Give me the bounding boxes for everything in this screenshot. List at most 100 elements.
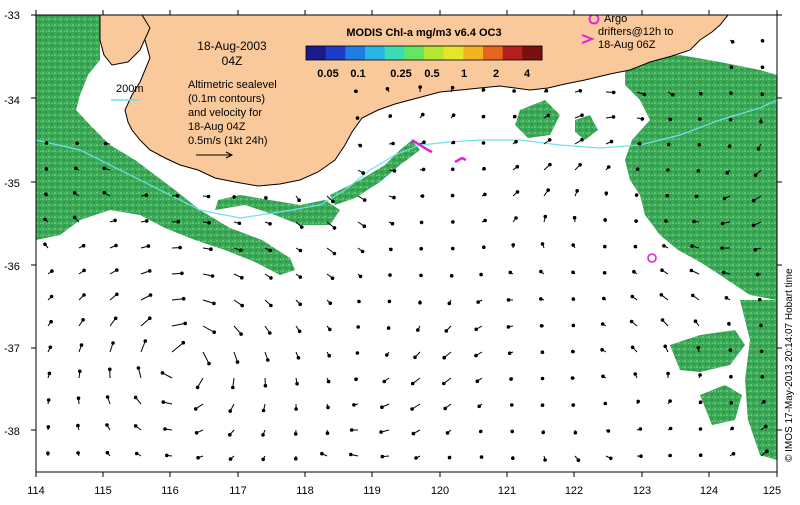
velocity-arrow-head [80,343,84,347]
velocity-arrow-head [238,222,242,226]
velocity-arrow-head [73,191,77,195]
velocity-arrow-head [381,455,385,459]
colorbar-title: MODIS Chl-a mg/m3 v6.4 OC3 [346,27,501,39]
velocity-arrow-head [548,138,552,142]
velocity-arrow-head [76,451,80,455]
velocity-arrow-head [421,194,425,198]
drifter-legend-line-3: 18-Aug 06Z [598,39,656,51]
velocity-arrow-head [46,451,50,455]
drifter-legend-line-2: drifters@12h to [598,26,673,38]
velocity-arrow-head [299,275,303,279]
velocity-arrow-head [483,193,487,197]
velocity-arrow-head [326,431,330,435]
velocity-arrow-head [699,427,703,431]
colorbar-tick: 0.1 [350,68,365,80]
velocity-arrow-head [476,300,480,304]
velocity-arrow-head [329,301,333,305]
velocity-arrow-head [697,143,701,147]
velocity-arrow-head [299,249,303,253]
velocity-arrow-head [114,244,118,248]
velocity-arrow-head [262,409,266,413]
velocity-arrow-head [134,396,138,400]
altimetry-line-5: 0.5m/s (1kt 24h) [188,135,267,147]
velocity-arrow-head [631,295,635,299]
velocity-arrow-head [765,449,769,453]
velocity-arrow-head [320,452,324,456]
velocity-arrow-head [699,92,703,96]
velocity-arrow-head [392,196,396,200]
velocity-arrow-head [47,425,51,429]
velocity-arrow-head [212,302,216,306]
velocity-arrow-head [671,93,675,97]
velocity-arrow-head [389,114,393,118]
velocity-arrow-head [82,269,86,273]
velocity-arrow-head [668,454,672,458]
velocity-arrow-head [728,145,732,149]
velocity-arrow-head [412,432,416,436]
velocity-arrow-head [476,379,480,383]
colorbar-swatch [503,46,523,60]
x-tick-label: 114 [27,485,45,497]
velocity-arrow-head [580,138,584,142]
velocity-arrow-head [356,351,360,355]
velocity-arrow-head [510,403,514,407]
velocity-arrow-head [612,91,616,95]
velocity-arrow-head [135,452,139,456]
velocity-arrow-head [442,382,446,386]
altimetry-line-1: Altimetric sealevel [188,79,277,91]
velocity-arrow-head [331,200,335,204]
colorbar-swatch [385,46,405,60]
velocity-arrow-head [633,372,637,376]
velocity-arrow-head [638,142,642,146]
contour-legend-label: 200m [116,83,144,95]
velocity-arrow-head [144,339,148,343]
velocity-arrow-head [50,269,54,273]
velocity-arrow-head [699,400,703,404]
velocity-arrow-head [421,113,425,117]
velocity-arrow-head [641,117,645,121]
velocity-arrow-head [756,273,760,277]
velocity-arrow-head [451,168,455,172]
colorbar-swatch [404,46,424,60]
time-label: 04Z [222,54,243,68]
velocity-arrow-head [541,431,545,435]
velocity-arrow-head [513,115,517,119]
velocity-arrow-head [630,320,634,324]
velocity-arrow-head [106,451,110,455]
velocity-arrow-head [665,194,669,198]
velocity-arrow-head [692,220,696,224]
velocity-arrow-head [605,191,609,195]
colorbar-swatch [365,46,385,60]
velocity-arrow-head [509,271,513,275]
velocity-arrow-head [666,168,670,172]
velocity-arrow-head [388,273,392,277]
velocity-arrow-head [541,403,545,407]
velocity-arrow-head [102,167,106,171]
velocity-arrow-head [609,457,613,461]
velocity-arrow-head [474,354,478,358]
velocity-arrow-head [509,377,513,381]
velocity-arrow-head [482,88,486,92]
velocity-arrow-head [231,386,235,390]
velocity-arrow-head [729,91,733,95]
velocity-arrow-head [474,328,478,332]
x-tick-label: 117 [229,485,247,497]
velocity-arrow-head [546,114,550,118]
x-tick-label: 125 [763,485,781,497]
velocity-arrow-head [77,396,81,400]
velocity-arrow-head [240,276,244,280]
map-area: 18-Aug-2003 04Z 200m Altimetric sealevel… [36,13,777,472]
velocity-arrow-head [108,368,112,372]
velocity-arrow-head [209,247,213,251]
velocity-arrow-head [147,244,151,248]
velocity-arrow-head [479,430,483,434]
velocity-arrow-head [176,194,180,198]
velocity-arrow-head [269,304,273,308]
velocity-arrow-head [294,407,298,411]
velocity-arrow-head [662,244,666,248]
colorbar-tick: 2 [493,68,499,80]
velocity-arrow-head [361,250,365,254]
velocity-arrow-head [411,382,415,386]
velocity-arrow-head [667,143,671,147]
